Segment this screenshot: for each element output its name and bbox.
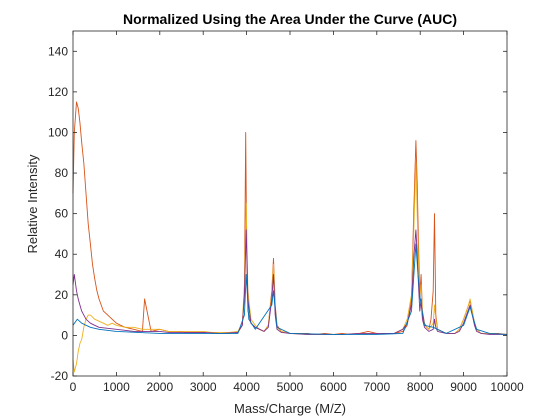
x-tick-label: 5000 xyxy=(277,380,304,394)
x-tick-label: 1000 xyxy=(103,380,130,394)
x-axis-label: Mass/Charge (M/Z) xyxy=(234,401,346,416)
y-tick-label: 100 xyxy=(48,125,68,139)
plot-area: 0 1000 2000 3000 4000 5000 6000 7000 8000 9000 100… xyxy=(48,30,524,394)
x-tick-label: 4000 xyxy=(233,380,260,394)
y-tick-label: 80 xyxy=(55,166,69,180)
x-tick-label: 7000 xyxy=(363,380,390,394)
x-tick-label: 3000 xyxy=(190,380,217,394)
y-tick-label: 20 xyxy=(55,288,69,302)
x-tick-label: 2000 xyxy=(146,380,173,394)
y-tick-label: 60 xyxy=(55,207,69,221)
y-tick-label: 40 xyxy=(55,247,69,261)
x-tick-label: 10000 xyxy=(490,380,524,394)
y-tick-label: 120 xyxy=(48,85,68,99)
y-tick-label: 140 xyxy=(48,44,68,58)
x-tick-label: 8000 xyxy=(407,380,434,394)
series-line-4 xyxy=(72,243,508,335)
y-tick-label: 0 xyxy=(61,328,68,342)
x-tick-label: 0 xyxy=(70,380,77,394)
y-axis-label: Relative Intensity xyxy=(25,154,40,253)
chart-title: Normalized Using the Area Under the Curv… xyxy=(123,11,457,27)
x-tick-label: 9000 xyxy=(450,380,477,394)
x-tick-label: 6000 xyxy=(320,380,347,394)
axes-background xyxy=(73,31,507,376)
y-tick-label: -20 xyxy=(51,369,69,383)
